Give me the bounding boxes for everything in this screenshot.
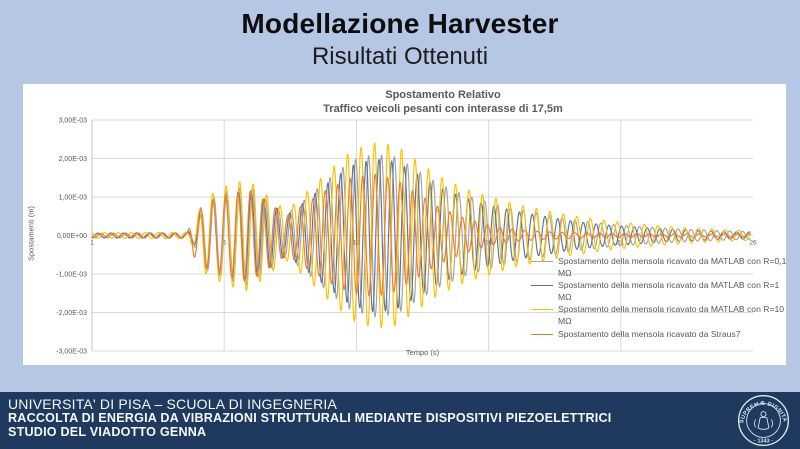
series-line-2 <box>91 142 751 329</box>
y-tick-label: -2,00E-03 <box>56 310 87 317</box>
y-tick-label: -3,00E-03 <box>56 349 87 356</box>
y-axis-title: Spostamenti (m) <box>26 205 36 262</box>
legend-item: Spostamento della mensola ricavato da MA… <box>531 280 787 303</box>
footer-study-line: STUDIO DEL VIADOTTO GENNA <box>8 425 207 439</box>
x-tick-label: 1 <box>90 240 94 247</box>
legend-item: Spostamento della mensola ricavato da MA… <box>531 256 787 279</box>
legend-line-swatch-icon <box>531 333 553 335</box>
legend-item-label: Spostamento della mensola ricavato da St… <box>558 328 741 339</box>
legend-item-label: Spostamento della mensola ricavato da MA… <box>558 304 785 326</box>
x-tick-label: 6 <box>222 240 226 247</box>
slide-title: Modellazione Harvester <box>241 8 559 39</box>
unipi-seal-logo: IN SUPREMÆ DIGNITATIS · 1343 · <box>736 393 790 447</box>
legend-item: Spostamento della mensola ricavato da MA… <box>531 304 787 327</box>
chart-plot-svg: 3,00E-03 2,00E-03 1,00E-03 0,00E+00 -1,00E-0… <box>56 118 757 356</box>
footer-banner: UNIVERSITA' DI PISA – SCUOLA DI INGEGNER… <box>0 392 800 449</box>
seal-madonna-figure-icon <box>754 411 773 430</box>
seal-top-text: IN SUPREMÆ DIGNITATIS <box>736 393 787 424</box>
y-tick-label: -1,00E-03 <box>56 272 87 279</box>
legend-item: Spostamento della mensola ricavato da St… <box>531 329 787 341</box>
x-tick-label: 26 <box>749 240 757 247</box>
legend-item-label: Spostamento della mensola ricavato da MA… <box>558 280 780 302</box>
legend-item-label: Spostamento della mensola ricavato da MA… <box>558 256 787 278</box>
y-tick-label: 0,00E+00 <box>57 233 87 240</box>
legend-line-swatch-icon <box>531 309 553 311</box>
chart-subtitle: Traffico veicoli pesanti con interasse d… <box>323 103 563 115</box>
chart-box: 3,00E-03 2,00E-03 1,00E-03 0,00E+00 -1,00E-0… <box>23 84 786 365</box>
series-line-3 <box>91 173 751 297</box>
y-tick-label: 3,00E-03 <box>59 118 88 125</box>
seal-inner-ring-icon <box>746 403 781 438</box>
footer-university-line: UNIVERSITA' DI PISA – SCUOLA DI INGEGNER… <box>8 396 338 412</box>
legend-line-swatch-icon <box>531 285 553 287</box>
svg-text:IN SUPREMÆ DIGNITATIS: IN SUPREMÆ DIGNITATIS <box>736 393 788 424</box>
slide-subtitle: Risultati Ottenuti <box>311 43 489 70</box>
footer-thesis-title-line: RACCOLTA DI ENERGIA DA VIBRAZIONI STRUTT… <box>8 411 612 425</box>
x-tick-label: 21 <box>617 240 625 247</box>
chart-legend: Spostamento della mensola ricavato da MA… <box>531 256 787 341</box>
slide-header: Modellazione Harvester Risultati Ottenut… <box>0 0 800 84</box>
y-tick-label: 2,00E-03 <box>59 156 88 163</box>
seal-outer-ring-icon <box>737 394 790 447</box>
x-axis-title: Tempo (s) <box>405 348 440 357</box>
chart-title: Spostamento Relativo <box>385 89 501 101</box>
seal-year-text: · 1343 · <box>754 439 773 445</box>
legend-line-swatch-icon <box>531 261 553 262</box>
y-tick-label: 1,00E-03 <box>59 195 88 202</box>
